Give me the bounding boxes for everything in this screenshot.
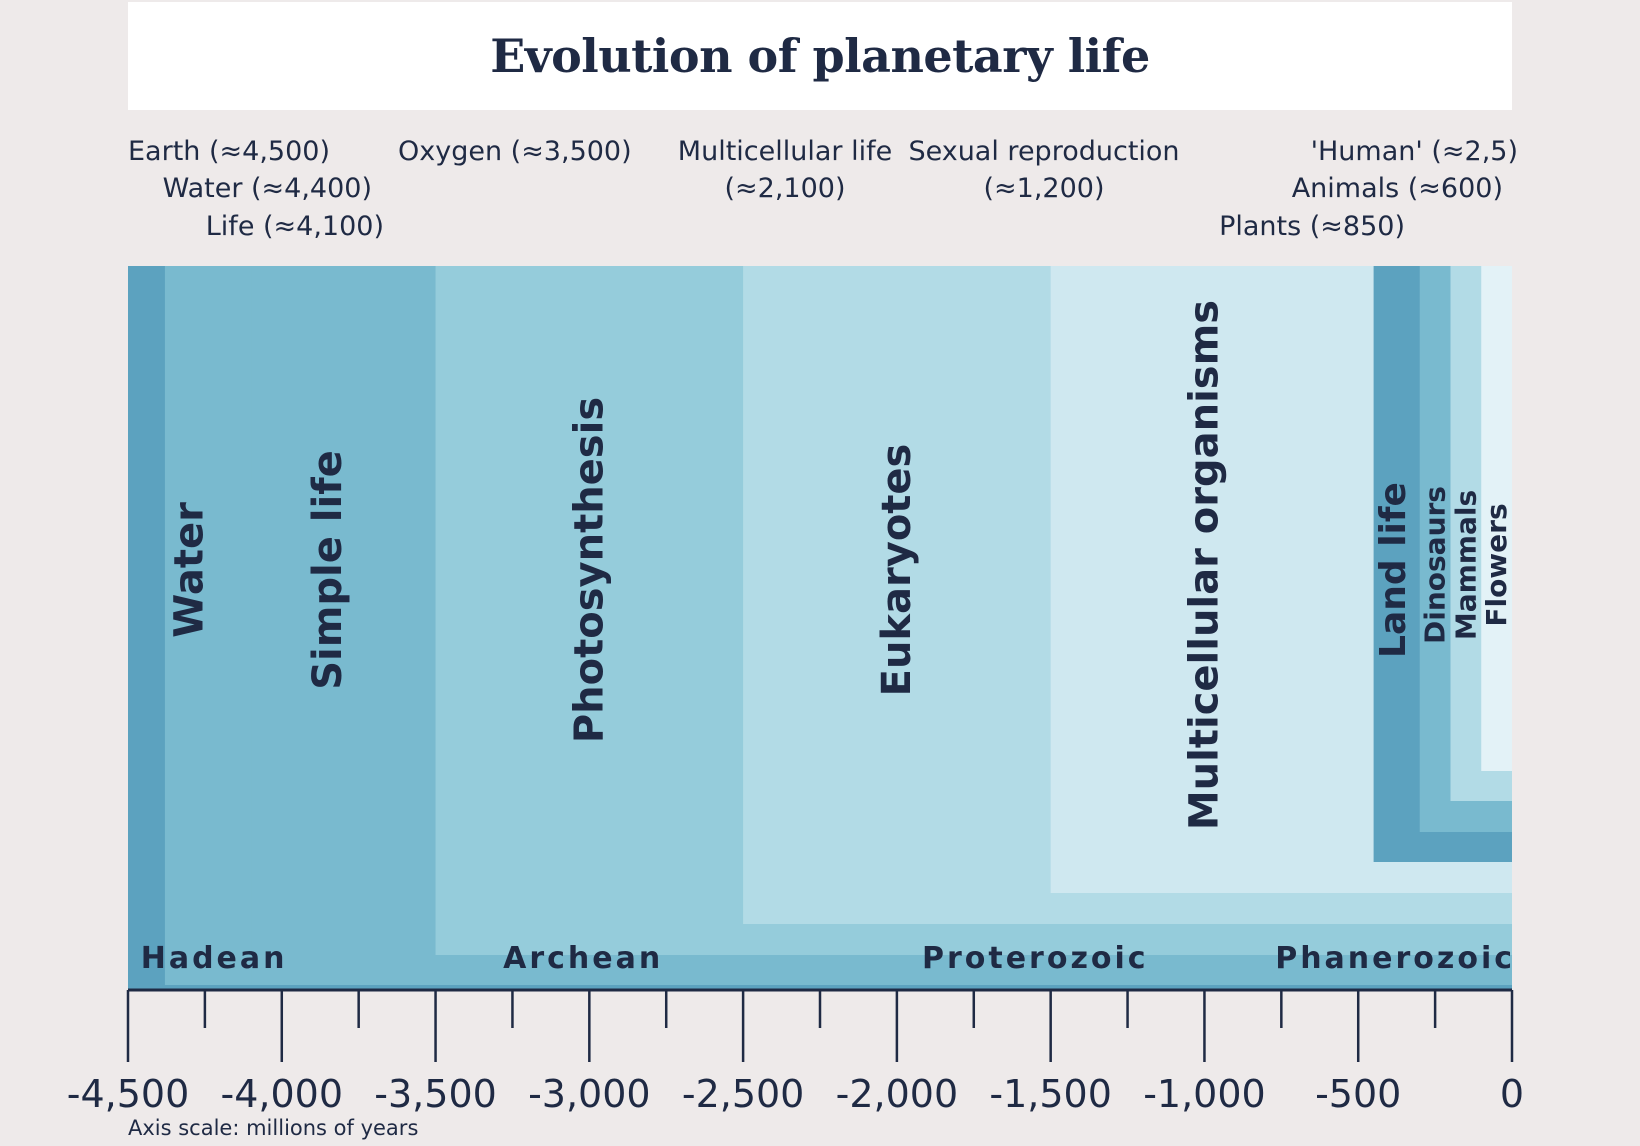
x-tick-label: -4,500 — [67, 1072, 190, 1116]
x-tick-label: -500 — [1315, 1072, 1401, 1116]
x-tick-label: 0 — [1500, 1072, 1524, 1116]
chart-title: Evolution of planetary life — [490, 29, 1150, 83]
event-label: Life (≈4,100) — [206, 211, 384, 242]
x-tick-label: -1,000 — [1143, 1072, 1266, 1116]
eon-label-proterozoic: Proterozoic — [922, 941, 1149, 976]
event-label: 'Human' (≈2,5) — [1311, 136, 1518, 167]
title-box: Evolution of planetary life — [128, 2, 1512, 110]
event-label: Animals (≈600) — [1292, 173, 1503, 204]
eon-label-hadean: Hadean — [141, 941, 288, 976]
event-label: Sexual reproduction (≈1,200) — [908, 136, 1179, 204]
event-label: Multicellular life (≈2,100) — [678, 136, 892, 204]
x-tick-label: -4,000 — [221, 1072, 344, 1116]
event-label: Plants (≈850) — [1219, 211, 1405, 242]
period-area-flowers — [1481, 266, 1512, 771]
period-label-dinosaurs: Dinosaurs — [1419, 486, 1452, 644]
x-tick-label: -2,500 — [682, 1072, 805, 1116]
event-label: Oxygen (≈3,500) — [398, 136, 632, 167]
x-tick-label: -1,500 — [989, 1072, 1112, 1116]
period-label-mammals: Mammals — [1449, 490, 1482, 640]
period-label-eukaryotes: Eukaryotes — [874, 444, 920, 697]
x-tick-label: -3,500 — [374, 1072, 497, 1116]
x-tick-label: -3,000 — [528, 1072, 651, 1116]
period-label-flowers: Flowers — [1480, 503, 1513, 626]
period-label-simple-life: Simple life — [305, 450, 351, 690]
period-label-water: Water — [167, 502, 213, 638]
eon-label-archean: Archean — [503, 941, 663, 976]
x-tick-label: -2,000 — [836, 1072, 959, 1116]
period-label-photosynthesis: Photosynthesis — [566, 397, 612, 743]
axis-note: Axis scale: millions of years — [128, 1116, 419, 1140]
eon-label-phanerozoic: Phanerozoic — [1275, 941, 1515, 976]
period-label-multicellular-organisms: Multicellular organisms — [1181, 300, 1227, 830]
period-label-land-life: Land life — [1373, 482, 1414, 658]
event-label: Earth (≈4,500) — [128, 136, 330, 167]
event-label: Water (≈4,400) — [163, 173, 372, 204]
